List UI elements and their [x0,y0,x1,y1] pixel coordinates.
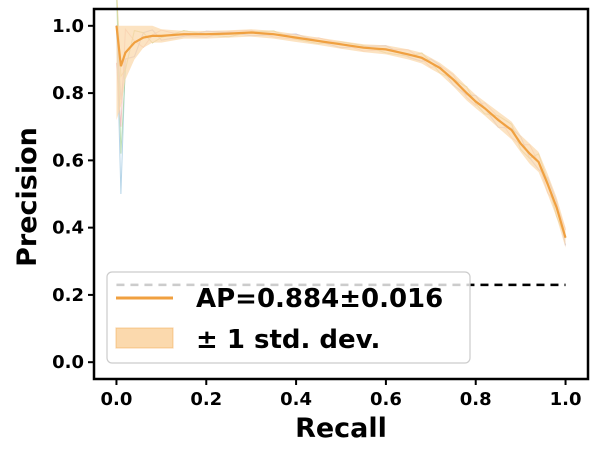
legend-mean-label: AP=0.884±0.016 [196,284,443,314]
y-axis-label: Precision [12,127,43,267]
std-band-area [116,25,566,248]
x-tick-label: 1.0 [550,389,582,410]
legend-std-band-swatch [115,327,174,349]
y-tick-label: 0.8 [52,83,84,104]
x-tick-label: 0.0 [101,389,133,410]
x-tick-label: 0.4 [280,389,312,410]
mean-pr-curve [115,25,567,239]
fold-curve [116,25,566,246]
legend-std-label: ± 1 std. dev. [196,325,380,355]
x-tick-label: 0.8 [460,389,492,410]
y-tick-label: 1.0 [52,16,84,37]
y-tick-label: 0.0 [52,352,84,373]
fold-curve [116,25,566,246]
y-axis-ticks: 0.0 0.2 0.4 0.6 0.8 1.0 [52,16,94,373]
y-tick-label: 0.2 [52,285,84,306]
legend-box [106,271,471,364]
legend: AP=0.884±0.016 ± 1 std. dev. [106,271,471,364]
fold-curve [116,27,566,230]
y-tick-label: 0.6 [52,150,84,171]
x-axis-ticks: 0.0 0.2 0.4 0.6 0.8 1.0 [101,379,582,410]
y-tick-label: 0.4 [52,218,84,239]
x-tick-label: 0.2 [190,389,222,410]
x-axis-label: Recall [295,413,387,444]
x-tick-label: 0.6 [370,389,402,410]
plot-frame [92,7,590,381]
